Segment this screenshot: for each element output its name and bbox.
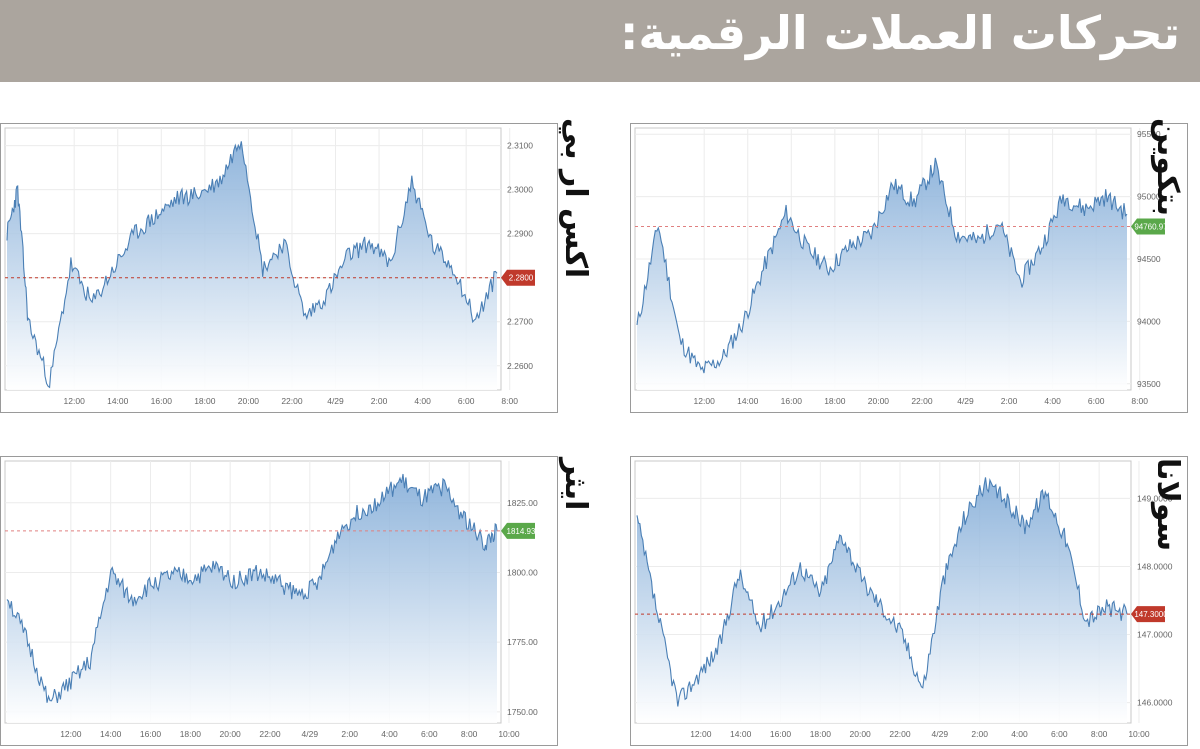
panel-bitcoin: 12:00 14:00 16:00 18:00 20:00 22:00 4/29 2:00 4:… bbox=[630, 123, 1188, 413]
x-tick-label: 12:00 bbox=[64, 396, 86, 406]
current-value-label: 94760.97 bbox=[1134, 222, 1168, 231]
x-tick-label: 8:00 bbox=[1131, 396, 1148, 406]
x-tick-label: 4/29 bbox=[327, 396, 344, 406]
y-tick-label: 95000 bbox=[1137, 192, 1161, 202]
x-tick-label: 4:00 bbox=[381, 729, 398, 739]
ether-chart: 12:00 14:00 16:00 18:00 20:00 22:00 4/29 2:00 4:… bbox=[4, 460, 538, 739]
x-tick-label: 14:00 bbox=[100, 729, 122, 739]
solana-chart: 12:00 14:00 16:00 18:00 20:00 22:00 4/29 2:00 4:… bbox=[634, 460, 1173, 739]
x-tick-label: 20:00 bbox=[238, 396, 260, 406]
x-tick-label: 12:00 bbox=[690, 729, 712, 739]
x-tick-label: 14:00 bbox=[737, 396, 759, 406]
series-area bbox=[637, 157, 1127, 390]
x-tick-label: 10:00 bbox=[498, 729, 520, 739]
series-area bbox=[7, 141, 497, 390]
x-tick-label: 18:00 bbox=[810, 729, 832, 739]
series-area bbox=[7, 474, 497, 723]
y-tick-label: 2.3100 bbox=[507, 141, 533, 151]
x-tick-label: 2:00 bbox=[971, 729, 988, 739]
x-tick-label: 2:00 bbox=[371, 396, 388, 406]
x-tick-label: 4/29 bbox=[957, 396, 974, 406]
x-tick-label: 2:00 bbox=[1001, 396, 1018, 406]
x-tick-label: 18:00 bbox=[194, 396, 216, 406]
x-tick-label: 22:00 bbox=[281, 396, 303, 406]
current-value-label: 1814.93 bbox=[507, 527, 536, 536]
x-tick-label: 8:00 bbox=[501, 396, 518, 406]
current-value-badge bbox=[501, 522, 535, 539]
current-value-badge bbox=[501, 269, 535, 286]
x-tick-label: 8:00 bbox=[461, 729, 478, 739]
x-tick-label: 18:00 bbox=[824, 396, 846, 406]
x-tick-label: 6:00 bbox=[421, 729, 438, 739]
series-line bbox=[636, 477, 1128, 707]
y-tick-label: 95500 bbox=[1137, 129, 1161, 139]
xrp-chart-title: اكس ار بي bbox=[558, 118, 593, 279]
x-tick-label: 8:00 bbox=[1091, 729, 1108, 739]
page-title: تحركات العملات الرقمية: bbox=[620, 6, 1180, 60]
header-bar: تحركات العملات الرقمية: bbox=[0, 0, 1200, 82]
x-tick-label: 22:00 bbox=[889, 729, 911, 739]
x-tick-label: 20:00 bbox=[850, 729, 872, 739]
y-tick-label: 1750.00 bbox=[507, 707, 538, 717]
x-tick-label: 16:00 bbox=[151, 396, 173, 406]
x-tick-label: 22:00 bbox=[911, 396, 933, 406]
y-tick-label: 1775.00 bbox=[507, 637, 538, 647]
y-tick-label: 2.3000 bbox=[507, 185, 533, 195]
bitcoin-chart: 12:00 14:00 16:00 18:00 20:00 22:00 4/29 2:00 4:… bbox=[634, 127, 1168, 406]
y-tick-label: 93500 bbox=[1137, 379, 1161, 389]
x-tick-label: 2:00 bbox=[341, 729, 358, 739]
x-tick-label: 18:00 bbox=[180, 729, 202, 739]
x-tick-label: 16:00 bbox=[770, 729, 792, 739]
x-tick-label: 4:00 bbox=[1011, 729, 1028, 739]
panel-solana: 12:00 14:00 16:00 18:00 20:00 22:00 4/29 2:00 4:… bbox=[630, 456, 1188, 746]
x-tick-label: 12:00 bbox=[60, 729, 82, 739]
solana-chart-title: سولانا bbox=[1150, 458, 1185, 552]
y-tick-label: 147.0000 bbox=[1137, 630, 1173, 640]
y-tick-label: 94000 bbox=[1137, 316, 1161, 326]
current-value-label: 147.3000 bbox=[1134, 610, 1168, 619]
series-area bbox=[637, 477, 1127, 723]
x-tick-label: 14:00 bbox=[107, 396, 129, 406]
x-tick-label: 4/29 bbox=[302, 729, 319, 739]
series-line bbox=[6, 473, 498, 703]
series-line bbox=[6, 141, 498, 389]
y-tick-label: 146.0000 bbox=[1137, 698, 1173, 708]
panel-xrp: 12:00 14:00 16:00 18:00 20:00 22:00 4/29 2:00 4:… bbox=[0, 123, 558, 413]
x-tick-label: 14:00 bbox=[730, 729, 752, 739]
x-tick-label: 6:00 bbox=[1088, 396, 1105, 406]
x-tick-label: 4/29 bbox=[932, 729, 949, 739]
y-tick-label: 2.2700 bbox=[507, 317, 533, 327]
y-tick-label: 1800.00 bbox=[507, 567, 538, 577]
y-tick-label: 2.2900 bbox=[507, 229, 533, 239]
current-value-badge bbox=[1131, 218, 1165, 235]
x-tick-label: 4:00 bbox=[1044, 396, 1061, 406]
x-tick-label: 4:00 bbox=[414, 396, 431, 406]
y-tick-label: 148.0000 bbox=[1137, 561, 1173, 571]
x-tick-label: 12:00 bbox=[694, 396, 716, 406]
series-line bbox=[636, 157, 1128, 374]
current-value-badge bbox=[1131, 606, 1165, 623]
x-tick-label: 20:00 bbox=[868, 396, 890, 406]
x-tick-label: 6:00 bbox=[1051, 729, 1068, 739]
x-tick-label: 22:00 bbox=[259, 729, 281, 739]
panel-ether: 12:00 14:00 16:00 18:00 20:00 22:00 4/29 2:00 4:… bbox=[0, 456, 558, 746]
y-tick-label: 1825.00 bbox=[507, 498, 538, 508]
y-tick-label: 149.0000 bbox=[1137, 493, 1173, 503]
y-tick-label: 94500 bbox=[1137, 254, 1161, 264]
x-tick-label: 6:00 bbox=[458, 396, 475, 406]
xrp-chart: 12:00 14:00 16:00 18:00 20:00 22:00 4/29 2:00 4:… bbox=[4, 127, 535, 406]
bitcoin-chart-title: بتكوين bbox=[1150, 118, 1185, 217]
ether-chart-title: ايثر bbox=[558, 458, 593, 511]
x-tick-label: 16:00 bbox=[781, 396, 803, 406]
x-tick-label: 20:00 bbox=[220, 729, 242, 739]
y-tick-label: 2.2600 bbox=[507, 361, 533, 371]
current-value-label: 2.2800 bbox=[509, 274, 534, 283]
x-tick-label: 16:00 bbox=[140, 729, 162, 739]
x-tick-label: 10:00 bbox=[1128, 729, 1150, 739]
